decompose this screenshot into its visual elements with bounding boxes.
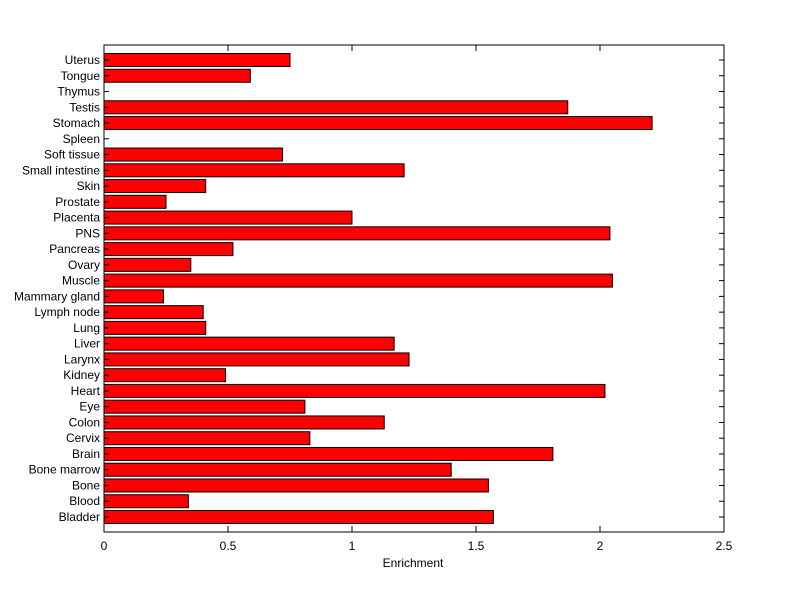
y-tick-label: Skin (77, 179, 100, 193)
bar (103, 194, 167, 209)
y-tick-label: PNS (75, 226, 100, 240)
bar (103, 415, 385, 430)
y-tick-label: Brain (72, 447, 100, 461)
bar (103, 336, 395, 351)
y-tick-label: Small intestine (22, 163, 100, 177)
y-tick-label: Blood (69, 494, 100, 508)
bar (103, 368, 227, 383)
bar (103, 320, 207, 335)
bar (103, 100, 569, 115)
bar (103, 289, 165, 304)
bar (103, 399, 306, 414)
bar (103, 116, 653, 131)
bar (103, 273, 613, 288)
y-tick-label: Soft tissue (44, 148, 100, 162)
plot-frame (103, 44, 725, 533)
y-tick-label: Thymus (57, 85, 100, 99)
y-tick-label: Uterus (65, 53, 100, 67)
y-tick-label: Bladder (59, 510, 100, 524)
bar (103, 431, 311, 446)
bar (103, 305, 204, 320)
y-tick-label: Tongue (61, 69, 101, 83)
bar (103, 242, 234, 257)
bar (103, 179, 207, 194)
x-tick-label: 0.5 (220, 539, 237, 553)
y-tick-label: Pancreas (49, 242, 100, 256)
bar (103, 68, 251, 83)
y-tick-label: Larynx (64, 352, 100, 366)
y-tick-label: Heart (71, 384, 101, 398)
x-tick-label: 2.5 (716, 539, 733, 553)
y-tick-label: Bone marrow (29, 463, 101, 477)
y-tick-label: Colon (69, 415, 100, 429)
x-tick-label: 0 (101, 539, 108, 553)
bar (103, 462, 452, 477)
bar (103, 352, 410, 367)
bar (103, 510, 494, 524)
y-tick-label: Eye (79, 400, 100, 414)
y-tick-label: Bone (72, 478, 100, 492)
y-tick-label: Spleen (63, 132, 100, 146)
y-tick-label: Ovary (68, 258, 100, 272)
y-tick-label: Testis (69, 100, 100, 114)
bar (103, 210, 353, 225)
x-axis-label: Enrichment (383, 556, 444, 570)
x-tick-label: 1 (349, 539, 356, 553)
y-tick-label: Liver (74, 337, 100, 351)
y-tick-label: Lymph node (34, 305, 100, 319)
x-tick-label: 1.5 (468, 539, 485, 553)
y-tick-label: Muscle (62, 274, 100, 288)
y-tick-label: Placenta (53, 211, 100, 225)
bar (103, 494, 189, 509)
y-tick-label: Prostate (55, 195, 100, 209)
y-tick-label: Kidney (63, 368, 100, 382)
y-tick-label: Mammary gland (14, 289, 100, 303)
y-tick-label: Cervix (66, 431, 100, 445)
x-tick-label: 2 (597, 539, 604, 553)
bar (103, 226, 611, 241)
bar (103, 53, 291, 67)
bar (103, 383, 606, 398)
y-tick-label: Stomach (53, 116, 100, 130)
bar (103, 147, 284, 162)
bar (103, 163, 405, 178)
bar (103, 257, 192, 272)
bar (103, 446, 554, 461)
y-tick-label: Lung (73, 321, 100, 335)
bar (103, 478, 489, 493)
